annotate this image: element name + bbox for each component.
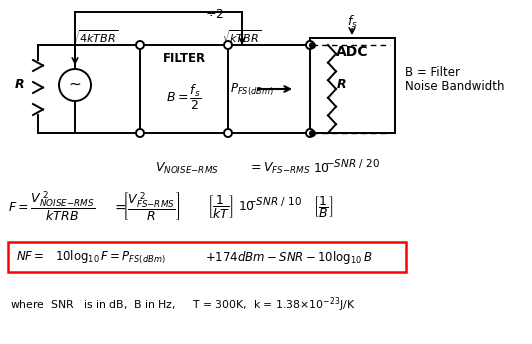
- Text: $-SNR\ /\ 10$: $-SNR\ /\ 10$: [247, 194, 302, 207]
- Bar: [140, 45, 228, 133]
- Text: $P_{FS(dBm)}$: $P_{FS(dBm)}$: [230, 82, 274, 98]
- Circle shape: [136, 41, 144, 49]
- Text: R: R: [337, 78, 347, 92]
- Text: FILTER: FILTER: [162, 53, 205, 65]
- Text: $10\log_{10}F = P_{FS(dBm)}$: $10\log_{10}F = P_{FS(dBm)}$: [55, 248, 165, 266]
- Text: $NF = $: $NF = $: [16, 250, 45, 264]
- Bar: [310, 38, 395, 133]
- Text: $-SNR\ /\ 20$: $-SNR\ /\ 20$: [325, 157, 380, 170]
- Text: $+ 174dBm - SNR - 10\log_{10}B$: $+ 174dBm - SNR - 10\log_{10}B$: [205, 248, 372, 266]
- Circle shape: [306, 129, 314, 137]
- Text: $F = \dfrac{V_{NOISE\mathrm{-}RMS}^{\ 2}}{kTRB}$: $F = \dfrac{V_{NOISE\mathrm{-}RMS}^{\ 2}…: [8, 190, 95, 224]
- Text: $f_s$: $f_s$: [347, 14, 358, 30]
- Text: $= V_{FS\mathrm{-}RMS}$: $= V_{FS\mathrm{-}RMS}$: [248, 160, 311, 175]
- Text: $\left[\dfrac{V_{FS\mathrm{-}RMS}^{\ 2}}{R}\right]$: $\left[\dfrac{V_{FS\mathrm{-}RMS}^{\ 2}}…: [122, 191, 180, 223]
- Circle shape: [224, 41, 232, 49]
- Text: $\sqrt{kTBR}$: $\sqrt{kTBR}$: [222, 28, 262, 45]
- Text: Noise Bandwidth: Noise Bandwidth: [405, 79, 504, 93]
- Text: $\left[\dfrac{1}{B}\right]$: $\left[\dfrac{1}{B}\right]$: [313, 194, 334, 220]
- Text: ADC: ADC: [336, 45, 369, 59]
- Text: ~: ~: [69, 76, 81, 92]
- Text: $10$: $10$: [313, 161, 330, 174]
- Text: $10$: $10$: [238, 201, 255, 214]
- Text: $\left[\dfrac{1}{kT}\right]$: $\left[\dfrac{1}{kT}\right]$: [207, 193, 234, 221]
- Circle shape: [136, 129, 144, 137]
- Text: $B = \dfrac{f_s}{2}$: $B = \dfrac{f_s}{2}$: [167, 83, 202, 111]
- Text: $\div 2$: $\div 2$: [205, 8, 225, 21]
- Circle shape: [224, 129, 232, 137]
- Text: B = Filter: B = Filter: [405, 65, 460, 78]
- Circle shape: [306, 41, 314, 49]
- Text: $\sqrt{4kTBR}$: $\sqrt{4kTBR}$: [72, 28, 118, 45]
- Bar: [8, 242, 406, 272]
- Text: where  SNR   is in dB,  B in Hz,     T = 300K,  k = 1.38$\times$10$^{-23}$J/K: where SNR is in dB, B in Hz, T = 300K, k…: [10, 296, 355, 314]
- Text: $V_{NOISE\mathrm{-}RMS}$: $V_{NOISE\mathrm{-}RMS}$: [155, 160, 219, 175]
- Text: $=$: $=$: [112, 200, 127, 214]
- Text: R: R: [15, 78, 25, 92]
